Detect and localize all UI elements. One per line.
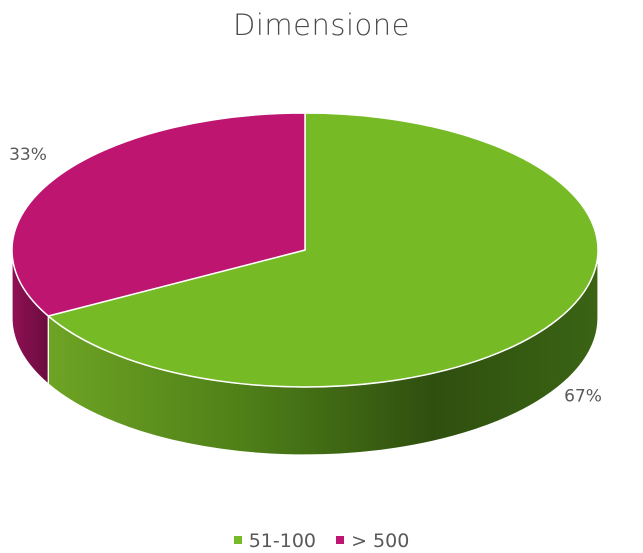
slice-tops — [11, 112, 599, 388]
legend-swatch-51-100 — [233, 535, 242, 544]
data-label-500: 33% — [9, 145, 47, 165]
legend-item-51-100: 51-100 — [233, 530, 317, 552]
slice-500 — [11, 112, 306, 317]
data-label-51-100: 67% — [564, 386, 602, 406]
legend-label-51-100: 51-100 — [248, 530, 317, 552]
legend-item-gt-500: > 500 — [336, 530, 409, 552]
legend-label-gt-500: > 500 — [351, 530, 410, 552]
data-labels: 67% 33% — [9, 145, 602, 406]
chart-title: Dimensione — [233, 8, 410, 42]
slice-51-100 — [47, 112, 599, 388]
legend-swatch-gt-500 — [336, 535, 345, 544]
legend: 51-100 > 500 — [0, 530, 643, 552]
